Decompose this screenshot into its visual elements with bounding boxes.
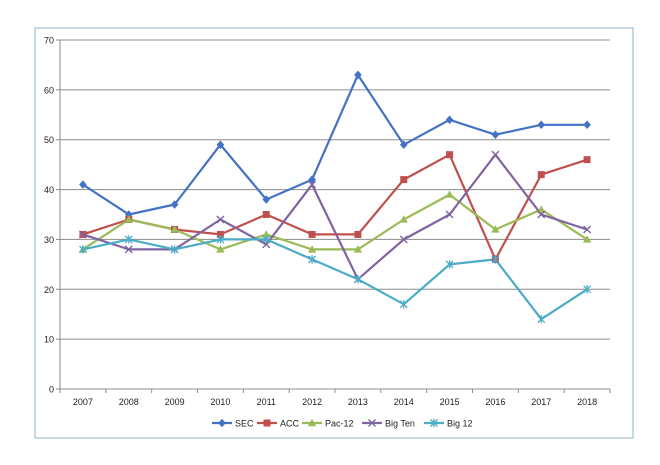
data-point-big-12 bbox=[399, 300, 408, 309]
data-point-big-12 bbox=[124, 235, 133, 244]
data-point-acc bbox=[354, 230, 362, 238]
data-point-sec bbox=[445, 115, 454, 125]
data-point-sec bbox=[354, 70, 362, 80]
data-point-big-12 bbox=[308, 255, 317, 264]
x-tick-label: 2014 bbox=[394, 397, 414, 407]
x-tick-label: 2011 bbox=[257, 397, 276, 407]
legend-item-sec: SEC bbox=[212, 419, 254, 429]
data-point-acc bbox=[583, 156, 591, 164]
data-point-big-12 bbox=[78, 245, 87, 254]
y-tick-label: 60 bbox=[44, 85, 54, 95]
data-point-pac-12 bbox=[170, 225, 179, 233]
data-point-big-12 bbox=[583, 285, 592, 294]
data-point-sec bbox=[262, 195, 271, 204]
data-point-big-12 bbox=[537, 315, 546, 324]
x-tick-label: 2013 bbox=[348, 397, 368, 407]
legend-item-big-12: Big 12 bbox=[424, 419, 473, 429]
data-point-big-ten bbox=[399, 235, 408, 244]
legend-label: Big Ten bbox=[385, 419, 415, 429]
x-tick-label: 2015 bbox=[440, 397, 460, 407]
data-point-sec bbox=[537, 120, 546, 130]
data-point-sec bbox=[583, 120, 591, 130]
y-tick-label: 40 bbox=[44, 185, 54, 195]
data-point-pac-12 bbox=[124, 215, 133, 223]
data-point-big-12 bbox=[491, 255, 500, 264]
series-markers bbox=[78, 70, 592, 324]
x-tick-label: 2016 bbox=[485, 397, 505, 407]
series-line-pac-12 bbox=[82, 193, 588, 251]
data-point-big-12 bbox=[216, 235, 225, 244]
data-point-big-ten bbox=[124, 245, 133, 254]
y-tick-label: 0 bbox=[49, 385, 54, 395]
data-point-acc bbox=[216, 230, 224, 238]
data-point-sec bbox=[79, 180, 87, 189]
data-point-pac-12 bbox=[445, 190, 454, 198]
data-point-sec bbox=[170, 200, 179, 209]
legend: SEC ACC Pac-12 Big Ten Big 12 bbox=[212, 419, 473, 429]
data-point-acc bbox=[446, 151, 454, 159]
data-point-pac-12 bbox=[307, 245, 317, 253]
data-point-big-ten bbox=[491, 150, 500, 159]
data-point-pac-12 bbox=[537, 205, 546, 213]
y-tick-label: 70 bbox=[44, 36, 54, 46]
data-point-pac-12 bbox=[216, 245, 225, 253]
axes: 0 10 20 30 40 50 60 70 2007 2008 2009 2010 2011 2012 2… bbox=[44, 36, 611, 407]
data-point-big-ten bbox=[537, 210, 546, 219]
series-line-sec bbox=[82, 73, 588, 216]
data-point-pac-12 bbox=[353, 245, 363, 253]
data-point-pac-12 bbox=[399, 215, 408, 223]
legend-swatch-marker bbox=[218, 418, 226, 428]
chart-border bbox=[34, 27, 634, 439]
x-tick-label: 2009 bbox=[165, 397, 185, 407]
x-tick-label: 2012 bbox=[302, 397, 322, 407]
x-tick-label: 2008 bbox=[119, 397, 139, 407]
legend-label: Big 12 bbox=[447, 419, 473, 429]
series-line-big-ten bbox=[82, 153, 588, 281]
data-point-big-ten bbox=[78, 230, 87, 239]
data-point-big-ten bbox=[445, 210, 454, 219]
y-tick-label: 10 bbox=[44, 335, 54, 345]
data-point-pac-12 bbox=[491, 225, 500, 233]
legend-swatch-marker bbox=[368, 419, 376, 427]
series-line-big-12 bbox=[82, 238, 588, 321]
x-tick-label: 2010 bbox=[210, 397, 230, 407]
legend-swatch-marker bbox=[307, 418, 317, 427]
x-tick-label: 2018 bbox=[577, 397, 597, 407]
data-point-pac-12 bbox=[582, 235, 592, 243]
series-lines bbox=[82, 73, 588, 321]
legend-swatch-marker bbox=[263, 419, 271, 427]
data-point-big-ten bbox=[583, 225, 592, 234]
data-point-acc bbox=[537, 171, 545, 179]
legend-swatch-marker bbox=[430, 418, 438, 428]
data-point-sec bbox=[216, 140, 225, 149]
data-point-acc bbox=[400, 176, 408, 184]
legend-label: SEC bbox=[235, 419, 254, 429]
data-point-big-12 bbox=[262, 235, 271, 244]
data-point-big-12 bbox=[170, 245, 179, 254]
data-point-sec bbox=[399, 140, 408, 149]
legend-label: ACC bbox=[280, 419, 300, 429]
data-point-sec bbox=[491, 130, 500, 140]
legend-label: Pac-12 bbox=[325, 419, 354, 429]
legend-item-acc: ACC bbox=[257, 419, 300, 429]
data-point-big-ten bbox=[308, 180, 317, 189]
data-point-acc bbox=[308, 230, 316, 238]
data-point-acc bbox=[262, 211, 270, 218]
legend-item-big-ten: Big Ten bbox=[362, 419, 415, 429]
data-point-big-ten bbox=[216, 215, 225, 224]
x-tick-label: 2007 bbox=[73, 397, 93, 407]
data-point-big-12 bbox=[353, 275, 362, 284]
data-point-pac-12 bbox=[262, 230, 271, 238]
legend-item-pac-12: Pac-12 bbox=[302, 419, 354, 429]
data-point-big-12 bbox=[445, 260, 454, 269]
y-tick-label: 30 bbox=[44, 235, 54, 245]
y-tick-label: 20 bbox=[44, 285, 54, 295]
y-tick-label: 50 bbox=[44, 135, 54, 145]
x-tick-label: 2017 bbox=[531, 397, 551, 407]
